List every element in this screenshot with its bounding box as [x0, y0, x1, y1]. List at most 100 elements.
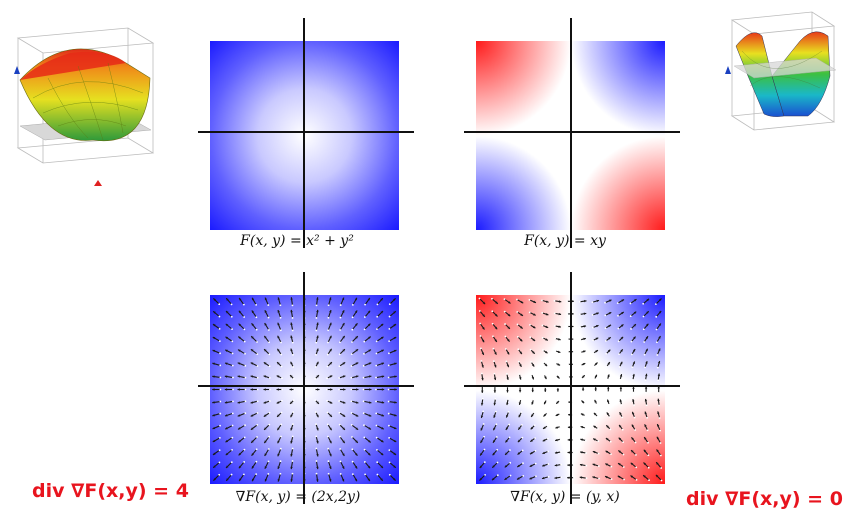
field-arrow: [594, 387, 597, 393]
field-arrow: [225, 473, 233, 482]
field-arrow: [617, 324, 624, 330]
field-arrow: [479, 335, 485, 343]
field-arrow: [238, 297, 245, 306]
field-arrow: [225, 310, 233, 318]
field-arrow: [388, 298, 396, 306]
field-arrow: [491, 297, 499, 305]
field-arrow: [618, 424, 624, 431]
field-arrow: [580, 413, 587, 417]
field-arrow: [505, 360, 510, 368]
field-arrow: [225, 461, 233, 469]
field-arrow: [315, 460, 319, 470]
field-arrow: [632, 399, 635, 406]
field-arrow: [581, 400, 586, 405]
field-arrow: [554, 349, 561, 354]
field-arrow: [212, 388, 222, 391]
field-arrow: [516, 311, 524, 317]
field-arrow: [338, 400, 346, 404]
field-arrow: [492, 360, 497, 368]
field-arrow: [212, 310, 221, 318]
field-arrow: [480, 410, 485, 419]
field-arrow: [541, 475, 550, 480]
field-arrow: [479, 473, 487, 481]
field-arrow: [642, 310, 650, 318]
field-arrow: [479, 448, 486, 456]
field-arrow: [491, 461, 499, 469]
field-arrow: [594, 399, 598, 406]
field-arrow: [388, 323, 397, 330]
divergence-label-paraboloid: div ∇F(x,y) = 4: [32, 480, 189, 502]
field-arrow: [655, 461, 663, 469]
field-arrow: [480, 372, 484, 381]
field-arrow: [530, 411, 536, 418]
field-arrow: [607, 386, 610, 393]
field-arrow: [251, 322, 258, 331]
field-arrow: [277, 472, 282, 482]
field-arrow: [580, 438, 587, 442]
field-arrow: [350, 375, 359, 379]
y-axis: [303, 272, 305, 504]
x-axis: [464, 385, 680, 387]
field-arrow: [493, 410, 497, 418]
field-arrow: [225, 336, 234, 343]
field-arrow: [592, 362, 598, 368]
field-arrow: [657, 373, 661, 382]
field-arrow: [555, 438, 562, 442]
field-arrow: [541, 336, 549, 341]
field-arrow: [263, 361, 271, 368]
field-arrow: [630, 462, 638, 469]
field-arrow: [388, 310, 397, 318]
field-arrow: [290, 423, 294, 431]
field-arrow: [326, 388, 333, 391]
field-arrow: [250, 388, 259, 391]
field-arrow: [350, 412, 359, 417]
field-arrow: [290, 460, 294, 470]
field-arrow: [363, 461, 371, 469]
field-arrow: [212, 349, 221, 355]
field-arrow: [263, 423, 271, 431]
field-arrow: [529, 449, 537, 455]
field-arrow: [541, 299, 549, 303]
field-arrow: [263, 435, 270, 444]
x-axis: [198, 385, 414, 387]
field-arrow: [237, 424, 246, 430]
field-arrow: [276, 388, 283, 391]
field-arrow: [351, 473, 358, 482]
field-arrow: [225, 323, 233, 331]
field-arrow: [263, 400, 271, 404]
field-arrow: [554, 337, 561, 341]
field-arrow: [632, 386, 635, 394]
field-arrow: [339, 473, 345, 482]
field-arrow: [491, 322, 498, 330]
field-arrow: [363, 436, 372, 443]
field-arrow: [339, 460, 345, 470]
field-arrow: [326, 411, 333, 418]
field-arrow: [555, 399, 561, 405]
field-arrow: [363, 336, 372, 343]
field-arrow: [264, 297, 270, 306]
field-arrow: [642, 474, 650, 482]
field-arrow: [591, 299, 600, 304]
field-arrow: [250, 362, 259, 367]
field-arrow: [276, 423, 283, 431]
field-arrow: [542, 463, 550, 467]
field-arrow: [314, 374, 320, 380]
field-arrow: [276, 399, 283, 404]
field-arrow: [480, 435, 485, 444]
field-arrow: [238, 448, 246, 456]
field-arrow: [617, 475, 625, 481]
field-arrow: [251, 473, 258, 482]
field-arrow: [516, 462, 524, 468]
field-arrow: [263, 348, 271, 356]
field-arrow: [362, 375, 372, 379]
field-arrow: [543, 411, 549, 417]
field-arrow: [529, 437, 536, 443]
field-arrow: [224, 412, 234, 417]
field-arrow: [338, 388, 346, 391]
field-arrow: [492, 423, 498, 431]
field-arrow: [350, 348, 359, 355]
field-arrow: [530, 361, 535, 367]
panel-caption: ∇F(x, y) = (2x,2y): [235, 489, 361, 505]
field-arrow: [605, 450, 612, 456]
field-arrow: [642, 323, 649, 331]
